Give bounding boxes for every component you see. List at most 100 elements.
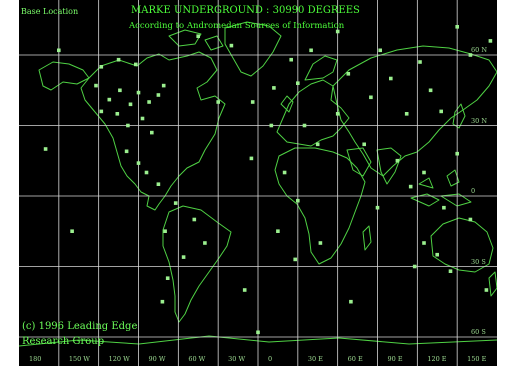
base-marker (249, 156, 254, 161)
base-marker (404, 112, 409, 116)
base-marker (455, 25, 459, 29)
coastline-north-america (80, 51, 226, 211)
base-marker (115, 112, 120, 116)
longitude-label: 0 (268, 355, 273, 363)
base-marker (484, 288, 489, 292)
base-marker (442, 205, 446, 210)
base-marker (375, 205, 380, 210)
base-marker (116, 57, 121, 62)
base-marker (150, 130, 154, 135)
base-markers (43, 25, 493, 335)
base-marker (156, 93, 161, 97)
base-marker (468, 53, 473, 57)
longitude-label: 60 E (347, 355, 363, 363)
base-marker (448, 269, 453, 273)
map-canvas (19, 0, 497, 366)
longitude-label: 90 E (387, 355, 403, 363)
corner-label: Base Location (21, 7, 79, 16)
base-marker (408, 184, 413, 189)
base-marker (229, 43, 234, 48)
base-marker (269, 123, 274, 128)
coastline-south-america (162, 205, 232, 323)
base-marker (349, 299, 353, 304)
coastline-antarctica (19, 335, 497, 347)
base-marker (140, 116, 145, 121)
base-marker (196, 34, 200, 38)
base-marker (136, 161, 141, 165)
longitude-label: 90 W (148, 355, 166, 363)
base-marker (422, 170, 426, 175)
base-marker (94, 83, 98, 88)
map-title: MARKE UNDERGROUND : 30990 DEGREES (131, 5, 360, 16)
base-marker (99, 109, 104, 114)
base-marker (369, 95, 373, 100)
coastline-new-zealand (488, 271, 497, 297)
base-marker (309, 48, 313, 53)
coastline-india (376, 147, 402, 185)
base-marker (412, 264, 417, 269)
base-marker (161, 83, 166, 88)
coastline-arabia (346, 147, 372, 177)
latitude-label: 0 (471, 187, 476, 195)
base-marker (346, 72, 351, 76)
base-marker (181, 255, 186, 259)
base-marker (256, 330, 260, 335)
credit-line-1: (c) 1996 Leading Edge (22, 321, 138, 332)
base-marker (395, 158, 400, 163)
base-marker (203, 241, 207, 245)
credit-line-2: Research Group (22, 336, 105, 347)
base-marker (173, 201, 178, 205)
base-marker (468, 217, 473, 222)
base-marker (216, 100, 220, 104)
base-marker (422, 241, 426, 245)
latitude-label: 60 N (471, 46, 488, 54)
graticule (19, 0, 497, 366)
base-marker (160, 299, 165, 304)
base-marker (118, 88, 122, 93)
coastline-asia (332, 45, 497, 177)
base-marker (488, 39, 493, 43)
base-marker (144, 170, 149, 175)
base-marker (43, 147, 48, 151)
base-marker (250, 100, 255, 104)
base-marker (302, 123, 307, 128)
coastline-greenland (224, 21, 282, 77)
base-marker (136, 90, 141, 95)
coastline-britain (280, 95, 294, 113)
base-marker (428, 88, 433, 93)
map-subtitle: According to Andromedan Sources of Infor… (129, 21, 345, 31)
longitude-label: 30 W (228, 355, 246, 363)
latitude-label: 30 N (471, 116, 488, 125)
longitude-label: 30 E (307, 355, 323, 363)
base-marker (70, 229, 74, 233)
base-marker (107, 97, 112, 102)
base-marker (128, 102, 133, 107)
coastline-arctic-islands (168, 29, 224, 51)
base-marker (418, 60, 422, 64)
base-marker (296, 81, 300, 85)
coastline-scandinavia (304, 55, 338, 81)
latitude-label: 30 S (471, 257, 486, 266)
base-marker (282, 170, 287, 175)
base-marker (289, 57, 293, 62)
base-marker (242, 288, 247, 292)
base-marker (165, 276, 170, 280)
base-marker (126, 123, 130, 128)
coastline-europe (276, 79, 350, 147)
base-marker (147, 100, 151, 104)
base-marker (156, 182, 161, 186)
base-marker (455, 151, 459, 156)
base-marker (439, 109, 443, 114)
coastline-japan (452, 103, 466, 129)
base-marker (276, 229, 280, 233)
base-marker (272, 86, 276, 90)
longitude-label: 150 W (68, 355, 90, 363)
base-marker (57, 48, 61, 53)
base-marker (318, 241, 323, 245)
coastline-indonesia (410, 169, 472, 207)
base-marker (163, 229, 167, 233)
longitude-label: 180 (29, 355, 42, 363)
base-marker (124, 149, 129, 154)
longitude-label: 150 E (467, 355, 487, 363)
longitude-label: 120 E (427, 355, 447, 363)
